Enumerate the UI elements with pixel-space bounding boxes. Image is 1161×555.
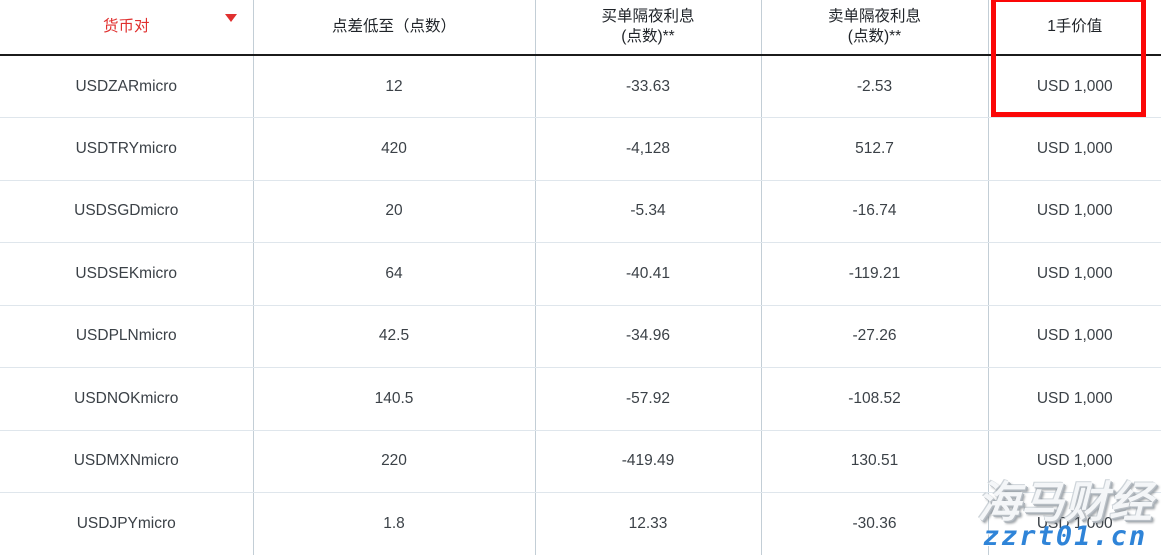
cell-buy-swap: -57.92 xyxy=(535,367,762,431)
table-row[interactable]: USDZARmicro 12 -33.63 -2.53 USD 1,000 xyxy=(0,55,1161,118)
cell-pair: USDJPYmicro xyxy=(0,492,254,555)
cell-buy-swap: -5.34 xyxy=(535,180,762,243)
cell-spread: 20 xyxy=(253,180,536,243)
cell-buy-swap: -4,128 xyxy=(535,117,762,181)
cell-pair: USDSGDmicro xyxy=(0,180,254,243)
column-header-lot-value-label: 1手价值 xyxy=(1047,17,1103,35)
cell-sell-swap: -27.26 xyxy=(761,305,989,368)
cell-lot-value: USD 1,000 xyxy=(988,367,1161,431)
cell-lot-value: USD 1,000 xyxy=(988,242,1161,306)
table-header-row: 货币对 点差低至（点数） 买单隔夜利息 (点数)** 卖单隔夜利息 (点数)**… xyxy=(0,0,1161,56)
table-row[interactable]: USDTRYmicro 420 -4,128 512.7 USD 1,000 xyxy=(0,117,1161,181)
column-header-buy-swap-unit: (点数)** xyxy=(621,28,675,45)
table-header: 货币对 点差低至（点数） 买单隔夜利息 (点数)** 卖单隔夜利息 (点数)**… xyxy=(0,0,1161,56)
column-header-lot-value[interactable]: 1手价值 xyxy=(988,0,1161,56)
cell-spread: 64 xyxy=(253,242,536,306)
cell-sell-swap: -108.52 xyxy=(761,367,989,431)
cell-pair: USDNOKmicro xyxy=(0,367,254,431)
table-row[interactable]: USDNOKmicro 140.5 -57.92 -108.52 USD 1,0… xyxy=(0,367,1161,431)
cell-lot-value: USD 1,000 xyxy=(988,430,1161,493)
cell-sell-swap: 130.51 xyxy=(761,430,989,493)
cell-pair: USDSEKmicro xyxy=(0,242,254,306)
cell-sell-swap: 512.7 xyxy=(761,117,989,181)
cell-sell-swap: -119.21 xyxy=(761,242,989,306)
cell-spread: 12 xyxy=(253,55,536,118)
cell-pair: USDPLNmicro xyxy=(0,305,254,368)
cell-buy-swap: -40.41 xyxy=(535,242,762,306)
cell-spread: 220 xyxy=(253,430,536,493)
cell-lot-value: USD 1,000 xyxy=(988,492,1161,555)
cell-spread: 420 xyxy=(253,117,536,181)
column-header-spread[interactable]: 点差低至（点数） xyxy=(253,0,536,56)
table-row[interactable]: USDJPYmicro 1.8 12.33 -30.36 USD 1,000 xyxy=(0,492,1161,555)
column-header-buy-swap-label: 买单隔夜利息 xyxy=(601,7,695,25)
table-row[interactable]: USDSGDmicro 20 -5.34 -16.74 USD 1,000 xyxy=(0,180,1161,243)
caret-down-icon[interactable] xyxy=(224,14,237,22)
cell-spread: 140.5 xyxy=(253,367,536,431)
cell-buy-swap: -33.63 xyxy=(535,55,762,118)
cell-buy-swap: -419.49 xyxy=(535,430,762,493)
table-body: USDZARmicro 12 -33.63 -2.53 USD 1,000 US… xyxy=(0,55,1161,555)
cell-buy-swap: 12.33 xyxy=(535,492,762,555)
table-row[interactable]: USDPLNmicro 42.5 -34.96 -27.26 USD 1,000 xyxy=(0,305,1161,368)
column-header-buy-swap[interactable]: 买单隔夜利息 (点数)** xyxy=(535,0,762,56)
table-row[interactable]: USDMXNmicro 220 -419.49 130.51 USD 1,000 xyxy=(0,430,1161,493)
column-header-pair[interactable]: 货币对 xyxy=(0,0,254,56)
cell-spread: 42.5 xyxy=(253,305,536,368)
cell-pair: USDTRYmicro xyxy=(0,117,254,181)
cell-pair: USDZARmicro xyxy=(0,55,254,118)
cell-pair: USDMXNmicro xyxy=(0,430,254,493)
column-header-spread-label: 点差低至（点数） xyxy=(331,17,456,35)
cell-lot-value: USD 1,000 xyxy=(988,305,1161,368)
column-header-sell-swap-unit: (点数)** xyxy=(847,28,902,45)
table-row[interactable]: USDSEKmicro 64 -40.41 -119.21 USD 1,000 xyxy=(0,242,1161,306)
cell-buy-swap: -34.96 xyxy=(535,305,762,368)
cell-spread: 1.8 xyxy=(253,492,536,555)
cell-lot-value: USD 1,000 xyxy=(988,55,1161,118)
cell-sell-swap: -16.74 xyxy=(761,180,989,243)
cell-lot-value: USD 1,000 xyxy=(988,180,1161,243)
column-header-sell-swap[interactable]: 卖单隔夜利息 (点数)** xyxy=(761,0,989,56)
column-header-sell-swap-label: 卖单隔夜利息 xyxy=(827,7,921,25)
cell-sell-swap: -30.36 xyxy=(761,492,989,555)
column-header-pair-label: 货币对 xyxy=(102,17,150,35)
cell-lot-value: USD 1,000 xyxy=(988,117,1161,181)
cell-sell-swap: -2.53 xyxy=(761,55,989,118)
